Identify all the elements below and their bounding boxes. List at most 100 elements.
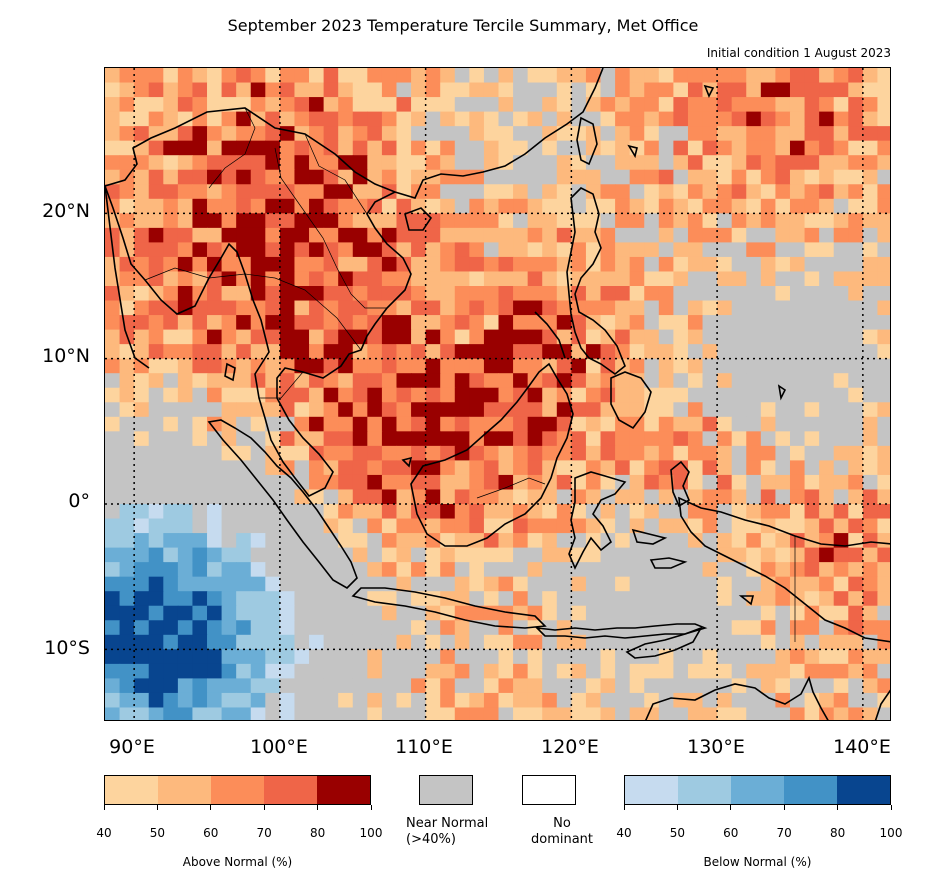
map-cell [615, 489, 631, 505]
map-cell [279, 402, 296, 418]
map-cell [717, 620, 733, 636]
map-cell [702, 562, 718, 578]
map-cell [279, 373, 296, 389]
map-cell [352, 111, 368, 127]
map-cell [134, 227, 150, 243]
map-cell [789, 256, 806, 273]
map-cell [294, 431, 310, 447]
map-cell [527, 344, 543, 360]
map-cell [629, 489, 645, 505]
map-cell [163, 97, 179, 113]
map-cell [148, 663, 164, 679]
map-cell [309, 649, 325, 665]
map-cell [877, 169, 890, 185]
map-cell [629, 213, 645, 229]
map-cell [425, 387, 441, 403]
map-cell [440, 97, 456, 113]
map-cell [687, 213, 704, 229]
map-cell [513, 678, 529, 694]
map-cell [469, 242, 485, 258]
map-cell [163, 678, 179, 694]
near-normal-label: Near Normal (>40%) [406, 816, 526, 848]
map-cell [746, 315, 762, 331]
map-cell [615, 271, 631, 287]
map-cell [381, 402, 398, 418]
map-cell [396, 620, 412, 636]
map-cell [469, 576, 485, 592]
map-cell [192, 460, 208, 476]
map-cell [469, 358, 485, 374]
map-cell [658, 692, 674, 709]
map-cell [396, 504, 412, 520]
map-cell [294, 387, 310, 403]
map-cell [789, 300, 806, 316]
map-cell [236, 213, 252, 229]
map-cell [673, 547, 689, 563]
map-cell [265, 213, 281, 229]
map-cell [513, 329, 529, 345]
map-cell [498, 373, 514, 389]
map-cell [148, 649, 164, 665]
map-cell [148, 227, 164, 243]
map-cell [702, 227, 718, 243]
map-cell [702, 97, 718, 113]
map-cell [542, 692, 558, 709]
map-cell [746, 591, 762, 607]
map-cell [775, 344, 791, 360]
map-cell [119, 373, 135, 389]
map-cell [411, 82, 427, 98]
map-cell [731, 300, 747, 316]
map-cell [425, 663, 441, 679]
map-cell [877, 620, 890, 636]
map-cell [585, 518, 602, 534]
chart-title: September 2023 Temperature Tercile Summa… [227, 16, 699, 35]
map-cell [352, 489, 368, 505]
map-cell [877, 416, 890, 432]
map-cell [702, 634, 718, 650]
map-cell [367, 387, 383, 403]
map-cell [294, 460, 310, 476]
map-cell [454, 184, 470, 200]
map-cell [731, 344, 747, 360]
map-cell [309, 431, 325, 447]
map-cell [527, 504, 543, 520]
map-cell [440, 213, 456, 229]
map-cell [556, 329, 572, 345]
map-cell [746, 663, 762, 679]
map-cell [789, 82, 806, 98]
map-cell [381, 169, 398, 185]
map-cell [819, 373, 835, 389]
map-cell [483, 97, 500, 113]
map-cell [338, 634, 354, 650]
map-cell [469, 533, 485, 549]
map-cell [862, 678, 879, 694]
map-cell [207, 678, 223, 694]
map-cell [425, 242, 441, 258]
map-cell [440, 140, 456, 156]
map-cell [265, 271, 281, 287]
map-cell [294, 97, 310, 113]
map-cell [687, 474, 704, 491]
map-cell [323, 111, 339, 127]
map-cell [848, 431, 864, 447]
map-cell [862, 97, 879, 113]
map-cell [673, 329, 689, 345]
map-cell [192, 707, 208, 720]
map-cell [279, 300, 296, 316]
map-cell [352, 358, 368, 374]
map-cell [221, 140, 237, 156]
map-cell [615, 140, 631, 156]
map-cell [105, 140, 121, 156]
map-cell [877, 649, 890, 665]
map-cell [323, 649, 339, 665]
map-cell [717, 591, 733, 607]
map-cell [571, 213, 587, 229]
map-cell [381, 344, 398, 360]
map-cell [600, 358, 616, 374]
map-cell [367, 576, 383, 592]
map-cell [323, 198, 339, 214]
swatch-above-60-70 [211, 776, 264, 804]
map-cell [352, 286, 368, 302]
map-cell [658, 111, 674, 127]
map-cell [440, 431, 456, 447]
